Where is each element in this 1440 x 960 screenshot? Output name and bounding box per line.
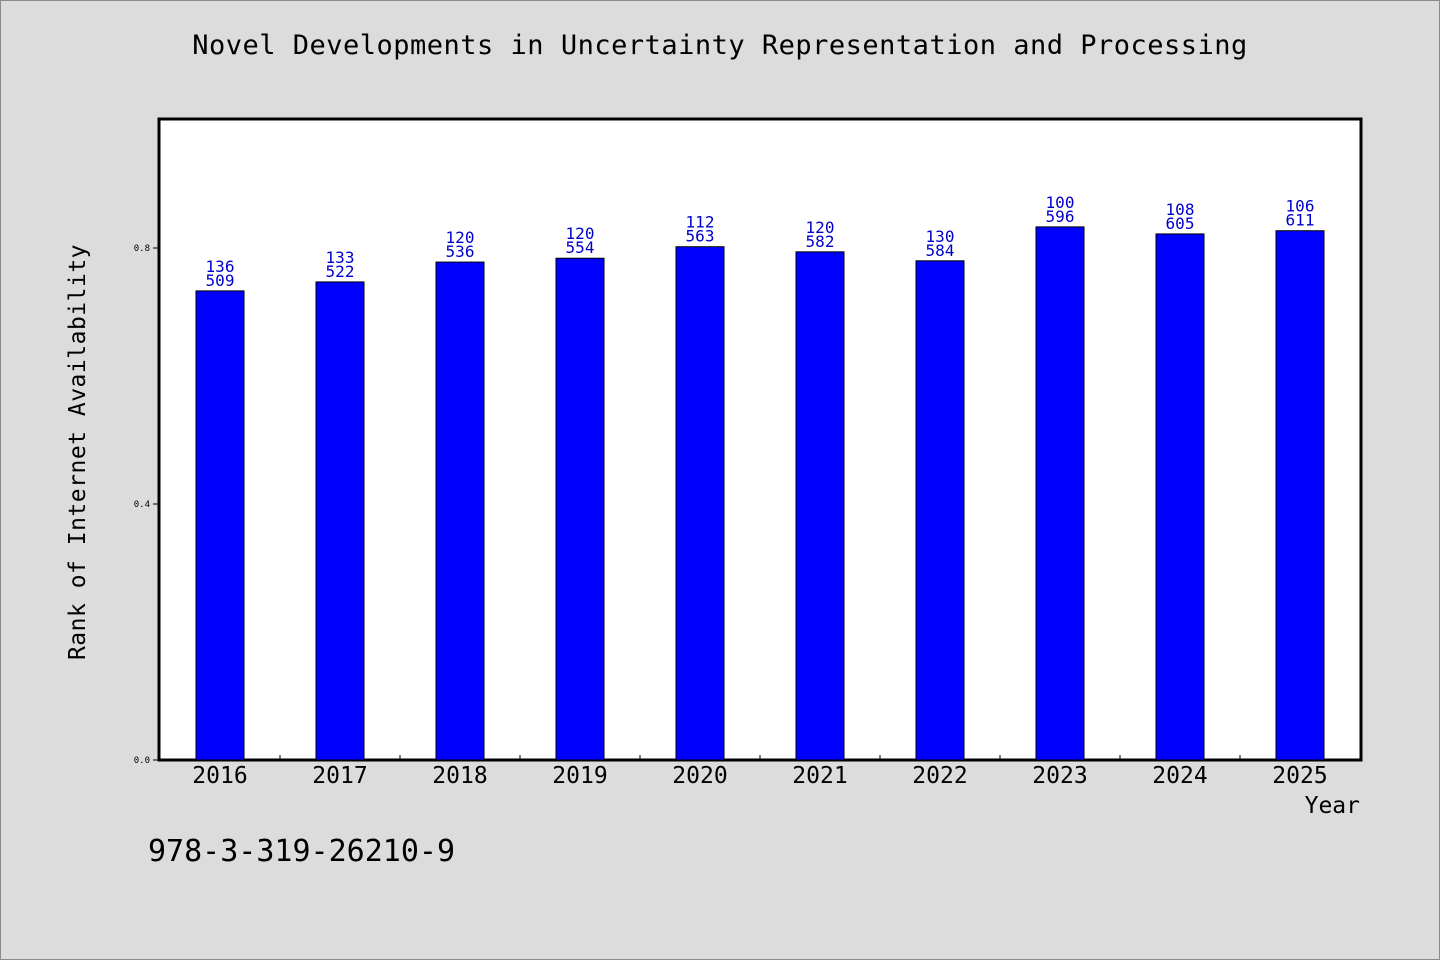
bar-annotation-bottom: 582: [806, 232, 835, 251]
y-axis-label: Rank of Internet Availability: [65, 243, 91, 661]
bar-annotation-bottom: 554: [566, 238, 595, 257]
bar-annotation-top: 108: [1166, 200, 1195, 219]
x-tick-label: 2021: [792, 763, 847, 789]
x-tick-label: 2016: [192, 763, 247, 789]
y-tick-label: 0.0: [134, 756, 150, 766]
x-axis-label: Year: [1304, 793, 1360, 819]
y-tick-label: 0.8: [134, 244, 150, 254]
y-tick-label: 0.4: [134, 500, 150, 510]
x-ticks-group: 2016 2017 2018 2019 2020 2021 2022 2023 2024 2025: [192, 755, 1328, 789]
bar-annotation-bottom: 584: [926, 241, 955, 260]
bar-annotation-top: 120: [806, 218, 835, 237]
bar-2023: [1035, 226, 1085, 761]
bar-annotation-top: 106: [1286, 197, 1315, 216]
bar-2017: [315, 281, 365, 761]
bar-annotation-top: 136: [206, 257, 235, 276]
bar-annotation-bottom: 536: [446, 242, 475, 261]
bar-2020: [675, 246, 725, 761]
bar-annotation-top: 130: [926, 227, 955, 246]
x-tick-label: 2022: [912, 763, 967, 789]
bar-annotation-top: 133: [326, 248, 355, 267]
x-tick-label: 2017: [312, 763, 367, 789]
bar-annotation-top: 100: [1046, 193, 1075, 212]
bar-2019: [555, 257, 605, 761]
bar-annotation-bottom: 605: [1166, 214, 1195, 233]
bar-annotation-bottom: 611: [1286, 211, 1315, 230]
bar-2025: [1275, 230, 1325, 761]
x-tick-label: 2024: [1152, 763, 1207, 789]
bar-annotation-top: 112: [686, 213, 715, 232]
bar-2022: [915, 260, 965, 761]
footer-code: 978-3-319-26210-9: [148, 834, 456, 869]
bar-annotation-bottom: 509: [206, 271, 235, 290]
bar-annotation-top: 120: [446, 228, 475, 247]
x-tick-label: 2019: [552, 763, 607, 789]
bar-2024: [1155, 233, 1205, 761]
chart-title: Novel Developments in Uncertainty Repres…: [192, 30, 1248, 61]
x-tick-label: 2025: [1272, 763, 1327, 789]
x-tick-label: 2018: [432, 763, 487, 789]
bar-annotation-top: 120: [566, 224, 595, 243]
x-tick-label: 2020: [672, 763, 727, 789]
bar-2016: [195, 290, 245, 761]
bar-annotation-bottom: 522: [326, 262, 355, 281]
bar-annotation-bottom: 596: [1046, 207, 1075, 226]
bar-2018: [435, 261, 485, 761]
bar-annotation-bottom: 563: [686, 227, 715, 246]
bar-2021: [795, 251, 845, 761]
y-ticks-group: 0.0 0.4 0.8: [134, 244, 159, 766]
x-tick-label: 2023: [1032, 763, 1087, 789]
